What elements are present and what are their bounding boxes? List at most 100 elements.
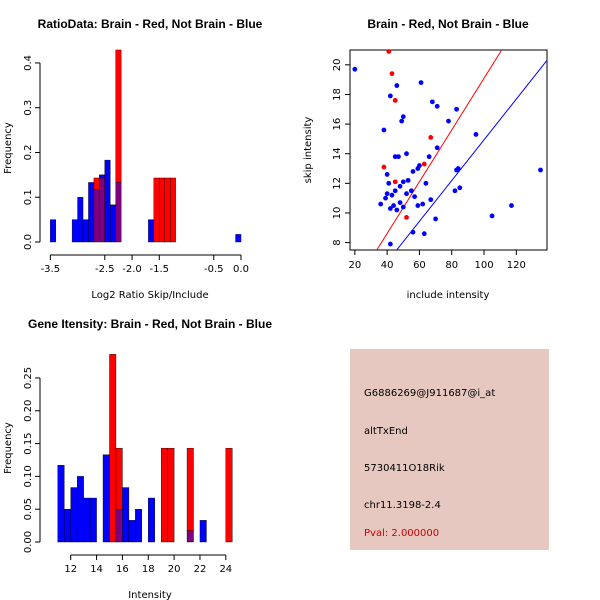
histogram-bar xyxy=(109,354,117,543)
histogram-bar xyxy=(88,182,95,243)
info-panel-background xyxy=(350,349,549,550)
scatter-point xyxy=(454,167,459,173)
histogram-bar xyxy=(83,497,91,543)
histogram-bar xyxy=(167,447,175,543)
scatter-point xyxy=(457,185,463,191)
x-tick-label: 12 xyxy=(64,564,77,575)
scatter-point xyxy=(397,183,403,189)
scatter-point xyxy=(412,194,417,200)
y-tick-label: 12 xyxy=(332,177,343,190)
y-tick-label: 14 xyxy=(332,147,343,160)
scatter-point xyxy=(394,207,400,213)
y-tick-label: 10 xyxy=(332,207,343,220)
scatter-point xyxy=(394,83,400,88)
location-text: chr11.3198-2.4 xyxy=(364,500,441,511)
scatter-point xyxy=(404,191,409,197)
scatter-point xyxy=(426,154,432,160)
histogram-bar xyxy=(235,234,242,243)
scatter-point xyxy=(378,201,384,207)
y-tick-label: 0.4 xyxy=(23,55,34,71)
scatter-point xyxy=(387,93,393,99)
x-tick-label: 20 xyxy=(168,564,181,575)
histogram-bar xyxy=(128,520,136,543)
ratio-histogram-xlabel: Log2 Ratio Skip/Include xyxy=(91,290,208,301)
histogram-bar xyxy=(82,219,89,243)
scatter-point xyxy=(433,216,438,222)
scatter-point xyxy=(387,206,393,211)
gene-intensity-axes: 12 14 16 18 20 22 24 0.00 0.05 0.10 0.15 0.20 0.25 xyxy=(23,367,232,575)
histogram-bar xyxy=(148,497,155,543)
scatter-point xyxy=(538,167,543,173)
histogram-bar xyxy=(164,177,171,243)
histogram-bar xyxy=(199,520,207,543)
histogram-bar xyxy=(76,476,84,543)
histogram-bar xyxy=(115,447,123,510)
x-tick-label: 0.0 xyxy=(233,264,249,275)
gene-intensity-title: Gene Itensity: Brain - Red, Not Brain - … xyxy=(28,317,272,331)
histogram-bar xyxy=(102,454,110,543)
histogram-bar xyxy=(160,447,168,543)
scatter-point xyxy=(392,188,398,194)
scatter-point xyxy=(386,49,392,54)
x-tick-label: 120 xyxy=(507,260,526,271)
scatter-point xyxy=(452,188,458,194)
scatter-point xyxy=(429,99,435,105)
scatter-points xyxy=(352,49,543,247)
scatter-point xyxy=(391,203,396,208)
scatter-point xyxy=(421,231,427,237)
y-tick-label: 0.1 xyxy=(23,189,34,205)
probe-id-text: G6886269@J911687@i_at xyxy=(364,388,495,399)
x-tick-label: 40 xyxy=(381,260,394,271)
scatter-point xyxy=(446,118,451,124)
gene-intensity-ylabel: Frequency xyxy=(3,422,14,474)
y-tick-label: 0.2 xyxy=(23,145,34,161)
scatter-point xyxy=(400,114,406,120)
x-tick-label: 16 xyxy=(116,564,129,575)
scatter-point xyxy=(384,172,390,177)
x-tick-label: -0.5 xyxy=(204,264,224,275)
scatter-plot-box xyxy=(349,49,548,251)
event-type-text: altTxEnd xyxy=(364,426,408,437)
scatter-point xyxy=(399,118,405,124)
histogram-bar xyxy=(104,159,111,243)
scatter-point xyxy=(428,197,434,203)
scatter-point xyxy=(392,97,398,103)
scatter-point xyxy=(415,166,421,171)
scatter-point xyxy=(386,180,392,186)
x-tick-label: -2.5 xyxy=(95,264,115,275)
pval-text: Pval: 2.000000 xyxy=(364,528,439,539)
info-panel: G6886269@J911687@i_at altTxEnd 5730411O1… xyxy=(350,349,549,550)
histogram-bar-overlap xyxy=(93,189,100,243)
histogram-bar-overlap xyxy=(186,530,194,543)
scatter-point xyxy=(434,103,440,109)
scatter-point xyxy=(421,161,427,167)
scatter-point xyxy=(397,200,403,205)
y-tick-label: 0.3 xyxy=(23,100,34,116)
red-fit-line xyxy=(376,50,503,250)
scatter-point xyxy=(389,192,395,198)
x-tick-label: -2.0 xyxy=(122,264,142,275)
intensity-scatter-panel: Brain - Red, Not Brain - Blue include in… xyxy=(303,17,548,301)
scatter-point xyxy=(408,188,414,194)
histogram-bar xyxy=(110,204,116,243)
gene-intensity-xlabel: Intensity xyxy=(128,590,172,600)
y-tick-label: 18 xyxy=(332,88,343,101)
scatter-point xyxy=(428,135,434,140)
gene-intensity-bars xyxy=(57,354,233,543)
scatter-point xyxy=(405,177,411,183)
histogram-bar xyxy=(57,465,65,543)
scatter-point xyxy=(381,164,387,170)
scatter-point xyxy=(415,203,421,208)
x-tick-label: -3.5 xyxy=(41,264,61,275)
ratio-histogram-bars xyxy=(50,49,242,243)
histogram-bar-overlap xyxy=(115,508,123,543)
scatter-point xyxy=(387,241,393,247)
x-tick-label: 14 xyxy=(90,564,103,575)
scatter-point xyxy=(454,106,459,112)
x-tick-label: 80 xyxy=(445,260,458,271)
scatter-point xyxy=(404,215,409,220)
x-tick-label: 20 xyxy=(348,260,361,271)
y-tick-label: 0.05 xyxy=(23,498,34,520)
histogram-bar-overlap xyxy=(99,177,106,243)
